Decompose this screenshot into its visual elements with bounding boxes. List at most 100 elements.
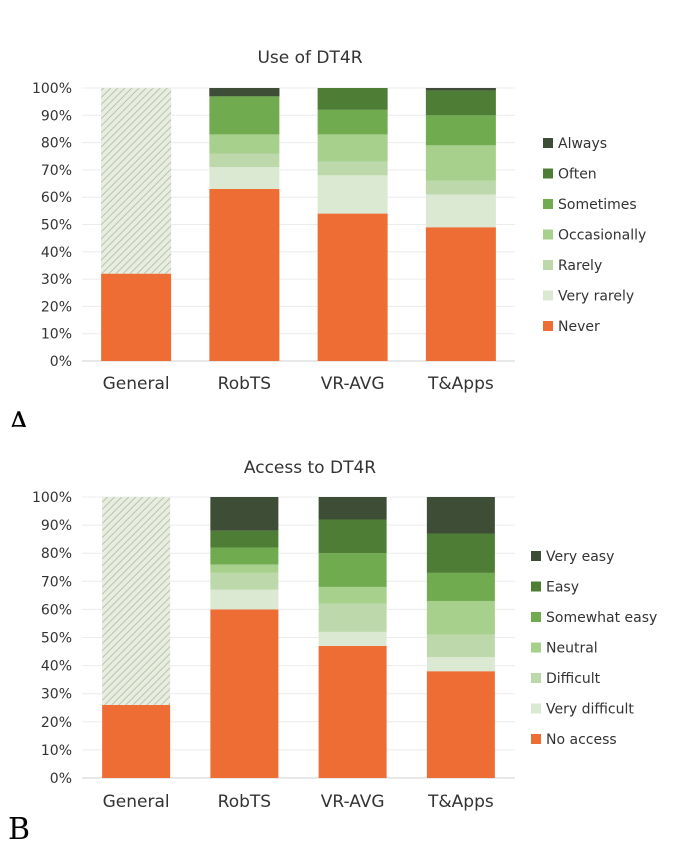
y-tick-label: 30% — [41, 272, 72, 288]
bar-t-apps-no-access — [426, 671, 495, 778]
legend-label-rarely: Rarely — [558, 258, 602, 274]
bar-vr-avg-very-difficult — [318, 631, 387, 646]
y-tick-label: 80% — [41, 136, 72, 152]
bar-robts-very-rarely — [209, 167, 280, 190]
chart-a-bars — [101, 88, 496, 361]
chart-b: Access to DT4R 0% 10% 20% 30% 40% 50% 60% 70% 80… — [8, 458, 657, 847]
legend-swatch-very-difficult — [531, 703, 541, 714]
legend-swatch-always — [543, 138, 553, 148]
legend-label-somewhat-easy: Somewhat easy — [546, 610, 657, 626]
bar-t-apps-neutral — [426, 600, 495, 635]
legend-label-sometimes: Sometimes — [558, 197, 637, 213]
legend-label-very-easy: Very easy — [546, 549, 614, 565]
legend-swatch-rarely — [543, 260, 553, 270]
chart-b-title: Access to DT4R — [244, 458, 376, 478]
bar-vr-avg-rarely — [317, 161, 388, 176]
bar-vr-avg-never — [317, 213, 388, 361]
bar-robts-occasionally — [209, 134, 280, 154]
y-tick-label: 0% — [50, 354, 72, 370]
y-tick-label: 40% — [41, 245, 72, 261]
bar-robts-very-easy — [210, 497, 279, 531]
bar-t-apps-sometimes — [425, 115, 496, 146]
legend-label-often: Often — [558, 167, 597, 183]
bar-robts-very-difficult — [210, 589, 279, 610]
x-tick-label-t-apps: T&Apps — [427, 374, 494, 394]
bar-robts-no-access — [210, 609, 279, 778]
y-tick-label: 20% — [41, 299, 72, 315]
legend-label-very-rarely: Very rarely — [558, 289, 634, 305]
bar-t-apps-never — [425, 227, 496, 361]
bar-vr-avg-occasionally — [317, 134, 388, 162]
y-tick-label: 70% — [41, 163, 72, 179]
legend-swatch-no-access — [531, 734, 541, 744]
chart-a-title: Use of DT4R — [257, 48, 362, 68]
bar-vr-avg-often — [317, 88, 388, 110]
y-tick-label: 100% — [32, 81, 72, 97]
legend-swatch-sometimes — [543, 199, 553, 209]
x-tick-label-vr-avg: VR-AVG — [321, 374, 385, 394]
legend-label-very-difficult: Very difficult — [546, 702, 634, 718]
bar-t-apps-very-easy — [426, 497, 495, 534]
bar-t-apps-very-difficult — [426, 657, 495, 672]
bar-vr-avg-somewhat-easy — [318, 553, 387, 587]
y-tick-label: 10% — [41, 327, 72, 343]
legend-label-neutral: Neutral — [546, 641, 598, 657]
bar-robts-never — [209, 189, 280, 361]
bar-general-never — [101, 273, 172, 361]
legend-label-difficult: Difficult — [546, 671, 601, 687]
bar-t-apps-occasionally — [425, 145, 496, 181]
legend-label-occasionally: Occasionally — [558, 228, 646, 244]
y-tick-label: 50% — [41, 218, 72, 234]
legend-swatch-very-rarely — [543, 290, 553, 301]
bar-vr-avg-neutral — [318, 586, 387, 604]
y-tick-label: 10% — [41, 743, 72, 759]
panel-label-a: A — [7, 406, 30, 427]
bar-general-no-access — [102, 704, 171, 778]
bar-general-remainder-hatched — [102, 497, 171, 705]
chart-b-x-axis: General RobTS VR-AVG T&Apps — [103, 792, 494, 812]
y-tick-label: 50% — [41, 631, 72, 647]
legend-swatch-occasionally — [543, 229, 553, 240]
y-tick-label: 100% — [32, 490, 72, 506]
x-tick-label-general: General — [103, 792, 170, 812]
y-tick-label: 60% — [41, 190, 72, 206]
bar-robts-sometimes — [209, 96, 280, 135]
y-tick-label: 30% — [41, 687, 72, 703]
bar-t-apps-rarely — [425, 180, 496, 195]
bar-vr-avg-sometimes — [317, 109, 388, 135]
legend-label-no-access: No access — [546, 732, 617, 748]
legend-swatch-somewhat-easy — [531, 612, 541, 622]
bar-vr-avg-difficult — [318, 603, 387, 632]
x-tick-label-robts: RobTS — [218, 374, 271, 394]
panel-label-b: B — [8, 812, 30, 847]
chart-b-legend: Very easy Easy Somewhat easy Neutral Difficu… — [531, 549, 657, 748]
bar-vr-avg-very-easy — [318, 497, 387, 520]
bar-general-remainder-hatched — [101, 88, 172, 274]
x-tick-label-robts: RobTS — [218, 792, 271, 812]
y-tick-label: 0% — [50, 771, 72, 787]
chart-a: Use of DT4R 0% 10% 20% 30% 40% 50% 60% 70% 80% 90… — [7, 48, 646, 427]
bar-robts-rarely — [209, 153, 280, 168]
y-tick-label: 90% — [41, 108, 72, 124]
bar-robts-somewhat-easy — [210, 547, 279, 565]
y-tick-label: 40% — [41, 659, 72, 675]
legend-label-never: Never — [558, 319, 600, 335]
y-tick-label: 90% — [41, 518, 72, 534]
chart-b-bars — [102, 497, 495, 778]
y-tick-label: 60% — [41, 602, 72, 618]
bar-t-apps-very-rarely — [425, 194, 496, 228]
y-tick-label: 80% — [41, 546, 72, 562]
legend-label-easy: Easy — [546, 580, 579, 596]
bar-vr-avg-very-rarely — [317, 175, 388, 214]
bar-t-apps-easy — [426, 533, 495, 573]
legend-swatch-never — [543, 321, 553, 331]
legend-swatch-neutral — [531, 642, 541, 653]
legend-swatch-often — [543, 168, 553, 179]
x-tick-label-general: General — [103, 374, 170, 394]
x-tick-label-t-apps: T&Apps — [427, 792, 494, 812]
chart-a-legend: Always Often Sometimes Occasionally Rarely Ve… — [543, 136, 646, 335]
bar-vr-avg-no-access — [318, 645, 387, 778]
y-tick-label: 20% — [41, 715, 72, 731]
bar-t-apps-often — [425, 90, 496, 116]
bar-t-apps-somewhat-easy — [426, 572, 495, 601]
